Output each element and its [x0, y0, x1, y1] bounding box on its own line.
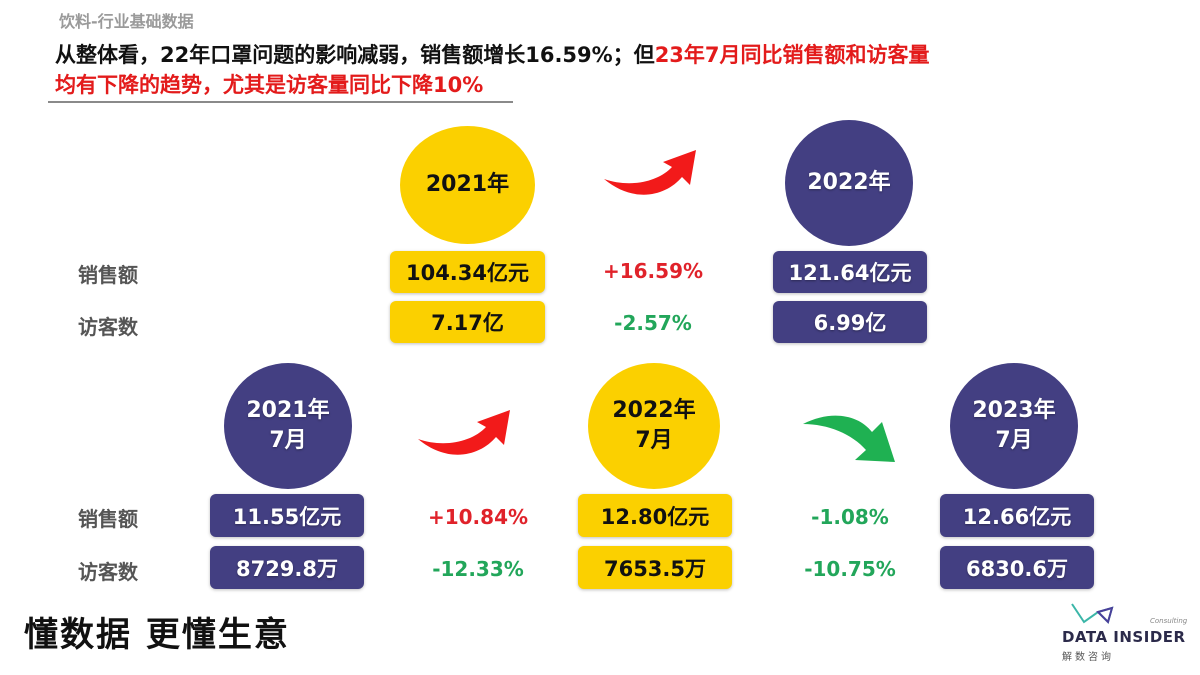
section-tag: 饮料-行业基础数据 — [59, 12, 194, 31]
period-circle-2021: 2021年 — [400, 126, 535, 244]
sales-value-2023-07: 12.66亿元 — [940, 494, 1094, 537]
row-label-visitors: 访客数 — [78, 315, 138, 339]
period-label: 2022年 — [807, 170, 891, 195]
slogan: 懂数据 更懂生意 — [24, 615, 290, 655]
period-year: 2021年 — [246, 398, 330, 423]
logo-subtitle: 解数咨询 — [1062, 652, 1114, 663]
sales-change-2023-07: -1.08% — [811, 505, 889, 529]
logo-name: DATA INSIDER — [1062, 628, 1186, 646]
sales-change-annual: +16.59% — [602, 259, 704, 283]
headline-line-2: 均有下降的趋势，尤其是访客量同比下降10% — [55, 73, 484, 97]
visitors-value-2022-07: 7653.5万 — [578, 546, 732, 589]
visitors-change-annual: -2.57% — [614, 311, 692, 335]
visitors-change-2022-07: -12.33% — [432, 557, 524, 581]
row-label-sales: 销售额 — [78, 507, 138, 531]
visitors-value-2022: 6.99亿 — [773, 301, 927, 343]
period-year: 2022年 — [612, 398, 696, 423]
row-label-sales: 销售额 — [78, 263, 138, 287]
visitors-value-2021-07: 8729.8万 — [210, 546, 364, 589]
bowtie-logo-icon — [1071, 603, 1114, 624]
sales-value-2021-07: 11.55亿元 — [210, 494, 364, 537]
data-insider-logo: Consulting DATA INSIDER 解数咨询 — [1062, 600, 1192, 670]
visitors-value-2023-07: 6830.6万 — [940, 546, 1094, 589]
headline-red-text: 23年7月同比销售额和访客量 — [654, 43, 930, 67]
period-circle-2022-07: 2022年 7月 — [588, 363, 720, 489]
row-label-visitors: 访客数 — [78, 560, 138, 584]
up-red-arrow-icon — [418, 410, 510, 455]
down-green-arrow-icon — [803, 415, 895, 462]
sales-value-2022: 121.64亿元 — [773, 251, 927, 293]
logo-tagline: Consulting — [1150, 617, 1188, 625]
period-circle-2023-07: 2023年 7月 — [950, 363, 1078, 489]
period-month: 7月 — [995, 428, 1033, 453]
period-circle-2021-07: 2021年 7月 — [224, 363, 352, 489]
visitors-value-2021: 7.17亿 — [390, 301, 545, 343]
period-month: 7月 — [635, 428, 673, 453]
headline-line-1: 从整体看，22年口罩问题的影响减弱，销售额增长16.59%；但23年7月同比销售… — [55, 40, 930, 70]
up-red-arrow-icon — [604, 150, 696, 195]
sales-value-2022-07: 12.80亿元 — [578, 494, 732, 537]
period-circle-2022: 2022年 — [785, 120, 913, 246]
period-year: 2023年 — [972, 398, 1056, 423]
period-label: 2021年 — [425, 172, 510, 197]
headline-black-text: 从整体看，22年口罩问题的影响减弱，销售额增长16.59%；但 — [55, 43, 655, 67]
headline: 从整体看，22年口罩问题的影响减弱，销售额增长16.59%；但23年7月同比销售… — [55, 40, 930, 100]
visitors-change-2023-07: -10.75% — [804, 557, 896, 581]
sales-value-2021: 104.34亿元 — [390, 251, 545, 293]
sales-change-2022-07: +10.84% — [427, 505, 529, 529]
period-month: 7月 — [269, 428, 307, 453]
headline-divider — [48, 101, 513, 103]
